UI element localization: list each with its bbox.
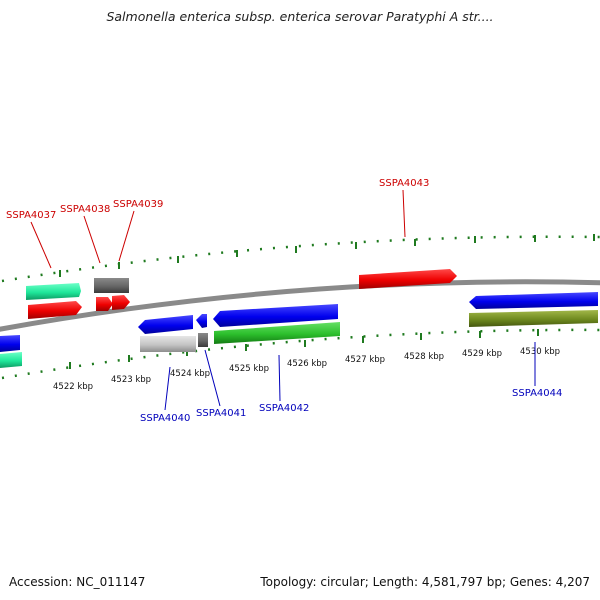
forward-ruler-dots [1, 235, 600, 283]
gene-SSPA4041-blue[interactable] [196, 314, 207, 328]
reverse-ruler-dots [1, 328, 600, 380]
tick-label-4529: 4529 kbp [462, 349, 502, 359]
genome-title: Salmonella enterica subsp. enterica sero… [106, 9, 494, 24]
genome-summary-text: Topology: circular; Length: 4,581,797 bp… [260, 575, 590, 589]
gene-label-SSPA4040[interactable]: SSPA4040 [140, 413, 190, 424]
scale-tick-labels: 4522 kbp 4523 kbp 4524 kbp 4525 kbp 4526… [53, 347, 560, 392]
gene-label-SSPA4044[interactable]: SSPA4044 [512, 388, 562, 399]
gene-label-SSPA4043[interactable]: SSPA4043 [379, 178, 429, 189]
forward-ruler-ticks [59, 234, 595, 277]
gene-label-SSPA4041[interactable]: SSPA4041 [196, 408, 246, 419]
tick-label-4523: 4523 kbp [111, 375, 151, 385]
tick-label-4522: 4522 kbp [53, 382, 93, 392]
reverse-ruler-ticks [69, 329, 539, 369]
tick-label-4525: 4525 kbp [229, 364, 269, 374]
gene-feature-blue-edge[interactable] [0, 335, 20, 352]
gene-label-SSPA4037[interactable]: SSPA4037 [6, 210, 56, 221]
gene-SSPA4040-gray[interactable] [140, 336, 196, 352]
reverse-strand-genes [0, 292, 598, 368]
gene-SSPA4042-blue[interactable] [213, 304, 338, 327]
reverse-gene-labels: SSPA4040 SSPA4041 SSPA4042 SSPA4044 [140, 388, 562, 424]
gene-feature-cyan-edge[interactable] [0, 352, 22, 368]
genome-backbone [0, 279, 600, 332]
gene-feature-cyan-1[interactable] [26, 283, 81, 300]
forward-strand-genes [26, 269, 457, 319]
tick-label-4528: 4528 kbp [404, 352, 444, 362]
gene-SSPA4039[interactable] [112, 295, 130, 310]
gene-SSPA4040-blue[interactable] [138, 315, 193, 334]
accession-text: Accession: NC_011147 [9, 575, 146, 589]
gene-label-SSPA4042[interactable]: SSPA4042 [259, 403, 309, 414]
label-leaders [30, 189, 536, 411]
gene-SSPA4038[interactable] [96, 297, 113, 311]
gene-SSPA4041-gray[interactable] [198, 333, 208, 347]
gene-SSPA4037[interactable] [28, 301, 82, 319]
gene-feature-gray-1[interactable] [94, 278, 129, 293]
gene-SSPA4043[interactable] [359, 269, 457, 289]
tick-label-4524: 4524 kbp [170, 369, 210, 379]
tick-label-4527: 4527 kbp [345, 355, 385, 365]
forward-gene-labels: SSPA4037 SSPA4038 SSPA4039 SSPA4043 [6, 178, 429, 221]
gene-label-SSPA4038[interactable]: SSPA4038 [60, 204, 110, 215]
gene-label-SSPA4039[interactable]: SSPA4039 [113, 199, 163, 210]
gene-SSPA4044-blue[interactable] [469, 292, 598, 309]
tick-label-4526: 4526 kbp [287, 359, 327, 369]
gene-feature-olive[interactable] [469, 310, 598, 327]
tick-label-4530: 4530 kbp [520, 347, 560, 357]
gene-SSPA4042-green[interactable] [214, 322, 340, 344]
